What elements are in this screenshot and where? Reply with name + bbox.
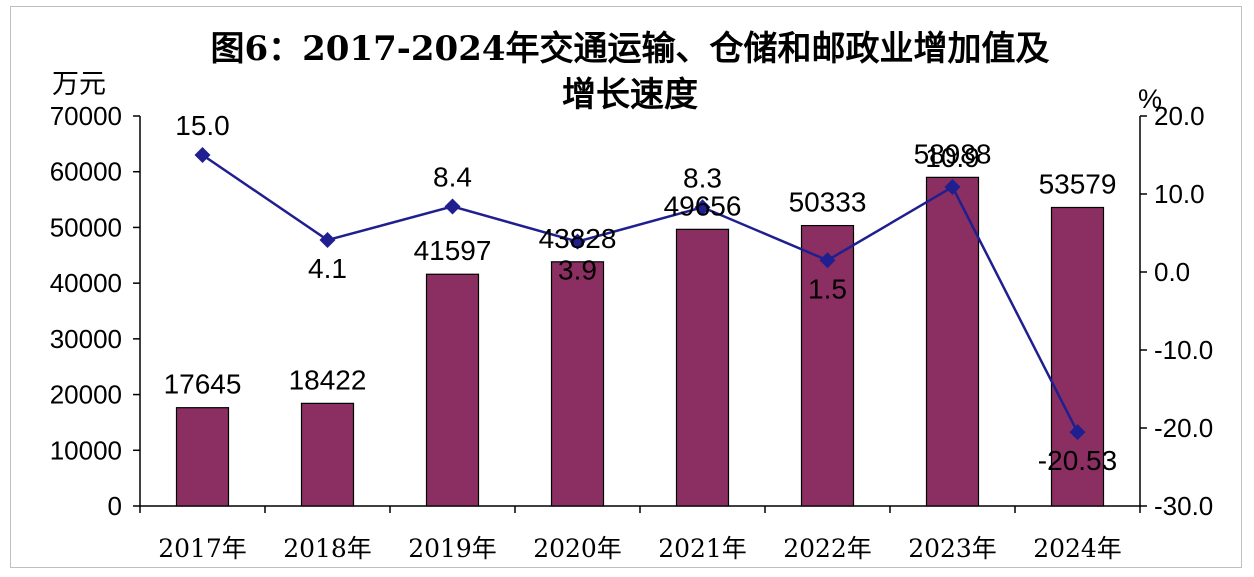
x-tick-label: 2020年 <box>533 534 622 563</box>
bar-value-label: 41597 <box>414 235 492 266</box>
growth-rate-label: -20.53 <box>1038 445 1117 476</box>
left-tick-label: 10000 <box>50 435 122 465</box>
bar <box>550 261 605 507</box>
left-tick-label: 40000 <box>50 268 122 298</box>
x-tick-label: 2023年 <box>908 534 997 563</box>
bar <box>1050 206 1105 507</box>
growth-rate-label: 4.1 <box>308 253 347 284</box>
chart-title-line-2: 增长速度 <box>562 75 698 115</box>
growth-rate-point <box>944 178 961 195</box>
growth-rate-label: 10.9 <box>925 142 980 173</box>
bar-value-label: 18422 <box>289 364 367 395</box>
growth-rate-line <box>201 153 1079 433</box>
x-tick-label: 2024年 <box>1033 534 1122 563</box>
right-tick-label: -10.0 <box>1154 335 1213 365</box>
bar-value-label: 49656 <box>664 190 742 221</box>
left-tick-label: 30000 <box>50 324 122 354</box>
right-tick-label: -30.0 <box>1154 491 1213 521</box>
x-tick-label: 2017年 <box>158 534 247 563</box>
bar <box>800 224 855 507</box>
bar-value-label: 50333 <box>789 187 867 218</box>
right-tick-label: 10.0 <box>1154 179 1205 209</box>
growth-rate-label: 8.4 <box>433 161 472 192</box>
left-tick-label: 70000 <box>50 101 122 131</box>
growth-rate-label: 3.9 <box>558 255 597 286</box>
x-tick-label: 2022年 <box>783 534 872 563</box>
x-tick-label: 2021年 <box>658 534 747 563</box>
left-axis-unit: 万元 <box>52 69 106 99</box>
growth-rate-point <box>694 199 711 216</box>
bar-value-label: 53579 <box>1039 168 1117 199</box>
bar <box>675 228 730 507</box>
growth-rate-point <box>444 198 461 215</box>
growth-rate-point <box>319 232 336 249</box>
bar <box>175 407 230 507</box>
growth-rate-point <box>194 147 211 163</box>
bar <box>425 273 480 507</box>
left-tick-label: 50000 <box>50 212 122 242</box>
chart-title-line-1: 图6：2017-2024年交通运输、仓储和邮政业增加值及 <box>210 29 1050 69</box>
left-tick-label: 60000 <box>50 157 122 187</box>
chart-title: 图6：2017-2024年交通运输、仓储和邮政业增加值及 增长速度 <box>150 26 1110 118</box>
growth-rate-label: 8.3 <box>683 162 722 193</box>
growth-rate-point <box>569 233 586 250</box>
x-tick-label: 2019年 <box>408 534 497 563</box>
left-tick-label: 0 <box>108 491 122 521</box>
growth-rate-label: 1.5 <box>808 273 847 304</box>
bar <box>925 176 980 507</box>
bar <box>300 402 355 507</box>
growth-rate-point <box>819 252 836 269</box>
bar-value-label: 43828 <box>539 223 617 254</box>
right-tick-label: 20.0 <box>1154 101 1205 131</box>
left-tick-label: 20000 <box>50 380 122 410</box>
growth-rate-label: 15.0 <box>175 110 230 141</box>
right-tick-label: 0.0 <box>1154 257 1190 287</box>
bar-value-label: 58988 <box>914 138 992 169</box>
growth-rate-point <box>1069 424 1086 441</box>
bar-value-label: 17645 <box>164 369 242 400</box>
x-tick-label: 2018年 <box>283 534 372 563</box>
right-axis-unit: % <box>1138 84 1163 114</box>
right-tick-label: -20.0 <box>1154 413 1213 443</box>
